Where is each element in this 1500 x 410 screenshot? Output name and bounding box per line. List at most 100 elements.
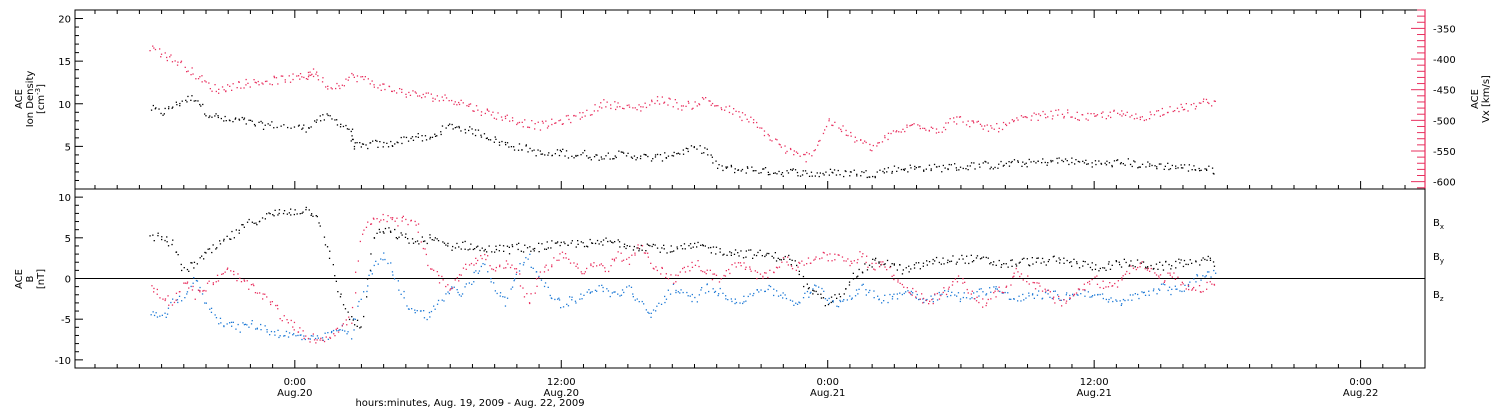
field-bx-point bbox=[802, 275, 805, 278]
field-by-point bbox=[493, 282, 495, 284]
field-bx-point bbox=[594, 242, 597, 245]
velocity-point bbox=[969, 126, 971, 128]
field-bx-point bbox=[1015, 263, 1017, 265]
field-bz-point bbox=[1073, 294, 1075, 297]
density-point bbox=[1122, 163, 1124, 165]
field-bx-point bbox=[950, 260, 953, 262]
field-by-point bbox=[976, 291, 978, 293]
field-bz-point bbox=[1187, 284, 1190, 287]
field-by-point bbox=[846, 299, 848, 301]
field-bz-point bbox=[873, 268, 875, 270]
field-by-point bbox=[858, 288, 860, 290]
density-unit-exponent: -3 bbox=[34, 88, 42, 95]
field-by-point bbox=[1175, 288, 1177, 290]
density-point bbox=[434, 135, 437, 137]
density-point bbox=[1091, 166, 1093, 168]
field-by-point bbox=[789, 299, 792, 301]
field-bz-point bbox=[1193, 286, 1195, 289]
velocity-point bbox=[309, 71, 311, 73]
field-bz-point bbox=[857, 258, 859, 261]
field-bx-point bbox=[993, 261, 995, 263]
velocity-point bbox=[741, 112, 744, 114]
field-by-point bbox=[255, 328, 257, 330]
field-bz-point bbox=[1109, 282, 1111, 284]
velocity-point bbox=[1117, 112, 1119, 114]
field-bx-point bbox=[445, 244, 447, 246]
field-bz-point bbox=[665, 273, 667, 275]
velocity-point bbox=[430, 93, 432, 95]
field-bz-point bbox=[995, 296, 997, 298]
velocity-point bbox=[321, 81, 324, 83]
density-point bbox=[495, 138, 497, 140]
field-bz-point bbox=[964, 281, 966, 283]
velocity-point bbox=[166, 59, 168, 62]
density-point bbox=[211, 116, 213, 118]
velocity-point bbox=[711, 102, 714, 105]
field-bz-point bbox=[754, 270, 756, 272]
field-bx-point bbox=[791, 259, 793, 261]
velocity-point bbox=[546, 127, 549, 129]
field-bx-point bbox=[1168, 263, 1170, 266]
field-bx-point bbox=[567, 244, 569, 246]
density-point bbox=[804, 170, 807, 172]
field-by-point bbox=[367, 285, 369, 287]
field-bx-point bbox=[1076, 261, 1078, 263]
density-point bbox=[1104, 162, 1106, 164]
field-bx-point bbox=[551, 240, 553, 242]
density-point bbox=[346, 128, 349, 130]
field-bz-point bbox=[1164, 280, 1166, 282]
velocity-point bbox=[582, 112, 584, 114]
density-point bbox=[483, 133, 486, 135]
velocity-point bbox=[500, 116, 503, 118]
density-point bbox=[923, 169, 925, 171]
velocity-point bbox=[166, 56, 168, 59]
velocity-point bbox=[822, 132, 825, 135]
density-point bbox=[305, 131, 307, 133]
field-bz-point bbox=[252, 283, 254, 285]
field-by-point bbox=[1148, 290, 1150, 292]
velocity-point bbox=[925, 129, 927, 131]
field-by-point bbox=[166, 313, 169, 315]
field-by-point bbox=[499, 295, 501, 297]
density-point bbox=[679, 153, 681, 155]
field-bz-point bbox=[402, 215, 404, 217]
field-bx-point bbox=[319, 225, 321, 227]
velocity-point bbox=[746, 118, 748, 120]
field-bz-point bbox=[1124, 273, 1127, 275]
field-bx-point bbox=[934, 260, 936, 262]
velocity-point bbox=[247, 82, 249, 84]
velocity-point bbox=[793, 150, 795, 152]
field-bz-point bbox=[436, 271, 438, 273]
density-point bbox=[464, 132, 467, 134]
field-by-point bbox=[823, 290, 825, 292]
field-bz-point bbox=[367, 221, 369, 223]
field-bx-point bbox=[981, 257, 983, 259]
velocity-point bbox=[458, 103, 461, 106]
velocity-point bbox=[962, 121, 964, 123]
field-bz-point bbox=[759, 273, 762, 275]
velocity-point bbox=[1076, 111, 1078, 113]
density-point bbox=[1074, 163, 1076, 165]
field-by-point bbox=[164, 312, 166, 314]
field-by-point bbox=[397, 280, 399, 282]
velocity-point bbox=[842, 125, 844, 127]
field-bx-point bbox=[164, 239, 166, 242]
velocity-point bbox=[347, 79, 349, 81]
density-point bbox=[469, 126, 471, 128]
field-bz-point bbox=[281, 320, 283, 322]
field-by-point bbox=[985, 293, 988, 295]
field-bz-point bbox=[292, 326, 294, 328]
field-bz-point bbox=[631, 254, 633, 256]
legend-entry-bx: Bx bbox=[1433, 218, 1444, 231]
velocity-point bbox=[924, 127, 926, 130]
velocity-point bbox=[738, 111, 740, 113]
field-bz-point bbox=[178, 291, 181, 293]
velocity-point bbox=[1096, 114, 1099, 116]
density-point bbox=[1156, 168, 1158, 170]
velocity-point bbox=[913, 123, 915, 125]
field-bx-point bbox=[1179, 262, 1181, 264]
density-point bbox=[1100, 162, 1102, 165]
density-point bbox=[746, 166, 749, 168]
field-bx-point bbox=[848, 284, 851, 286]
field-bz-point bbox=[401, 220, 403, 222]
